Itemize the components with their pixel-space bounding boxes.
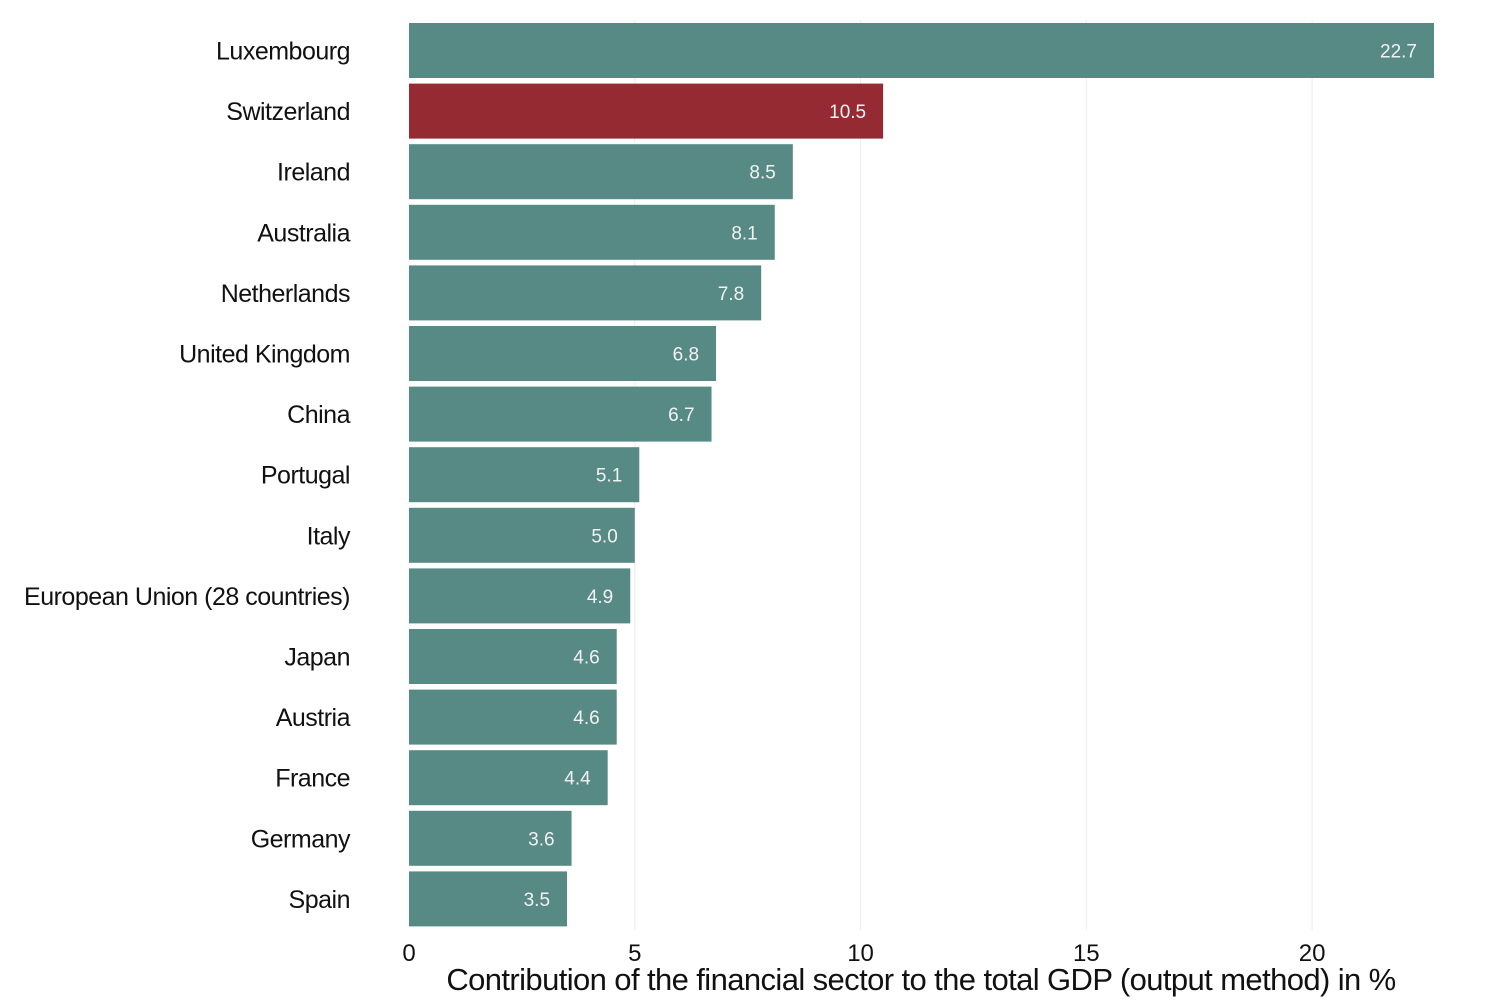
bar <box>409 750 608 806</box>
category-label: Austria <box>276 704 351 732</box>
value-label: 3.6 <box>528 829 554 850</box>
x-tick-label: 5 <box>628 940 641 967</box>
value-label: 4.6 <box>573 708 599 729</box>
bar <box>409 871 568 927</box>
category-label: United Kingdom <box>179 341 350 369</box>
category-label: Netherlands <box>221 280 350 308</box>
x-axis-ticks: 0 5 10 15 20 <box>402 940 1325 967</box>
bars <box>409 23 1434 927</box>
bar <box>409 265 762 321</box>
value-label: 4.6 <box>573 648 599 669</box>
value-label: 6.8 <box>673 345 699 366</box>
bar <box>409 447 640 503</box>
category-labels: Luxembourg Switzerland Ireland Australia Net… <box>24 38 351 914</box>
bar <box>409 326 717 381</box>
value-label: 7.8 <box>718 284 744 305</box>
category-label: Luxembourg <box>216 38 350 66</box>
value-label: 8.1 <box>731 223 757 244</box>
category-label: Australia <box>257 219 350 247</box>
bar <box>409 386 712 442</box>
category-label: Ireland <box>277 159 350 187</box>
value-label: 22.7 <box>1380 42 1417 63</box>
value-label: 3.5 <box>524 890 550 911</box>
x-tick-label: 20 <box>1299 940 1326 967</box>
bar <box>409 204 775 260</box>
category-label: China <box>287 401 350 429</box>
bar <box>409 810 572 866</box>
value-label: 8.5 <box>749 163 775 184</box>
value-labels: 22.7 10.5 8.5 8.1 7.8 6.8 6.7 5.1 5.0 4.9 4.6 4.6 4.… <box>524 42 1417 911</box>
value-label: 4.9 <box>587 587 613 608</box>
value-label: 5.0 <box>591 526 617 547</box>
category-label: France <box>275 765 350 793</box>
value-label: 6.7 <box>668 405 694 426</box>
bar <box>409 144 793 200</box>
bar <box>409 23 1434 78</box>
bar <box>409 568 631 624</box>
x-axis-title: Contribution of the financial sector to … <box>446 962 1395 997</box>
bar <box>409 689 617 745</box>
category-label: Switzerland <box>226 98 350 126</box>
category-label: Japan <box>284 644 350 672</box>
x-tick-label: 15 <box>1073 940 1100 967</box>
bar <box>409 629 617 684</box>
bar <box>409 83 884 139</box>
value-label: 10.5 <box>829 102 866 123</box>
value-label: 5.1 <box>596 466 622 487</box>
value-label: 4.4 <box>564 769 591 790</box>
category-label: European Union (28 countries) <box>24 583 350 611</box>
x-tick-label: 10 <box>847 940 874 967</box>
category-label: Spain <box>289 886 350 914</box>
category-label: Italy <box>307 522 351 550</box>
category-label: Germany <box>251 825 351 853</box>
x-tick-label: 0 <box>402 940 415 967</box>
category-label: Portugal <box>261 462 350 490</box>
bar <box>409 507 635 563</box>
